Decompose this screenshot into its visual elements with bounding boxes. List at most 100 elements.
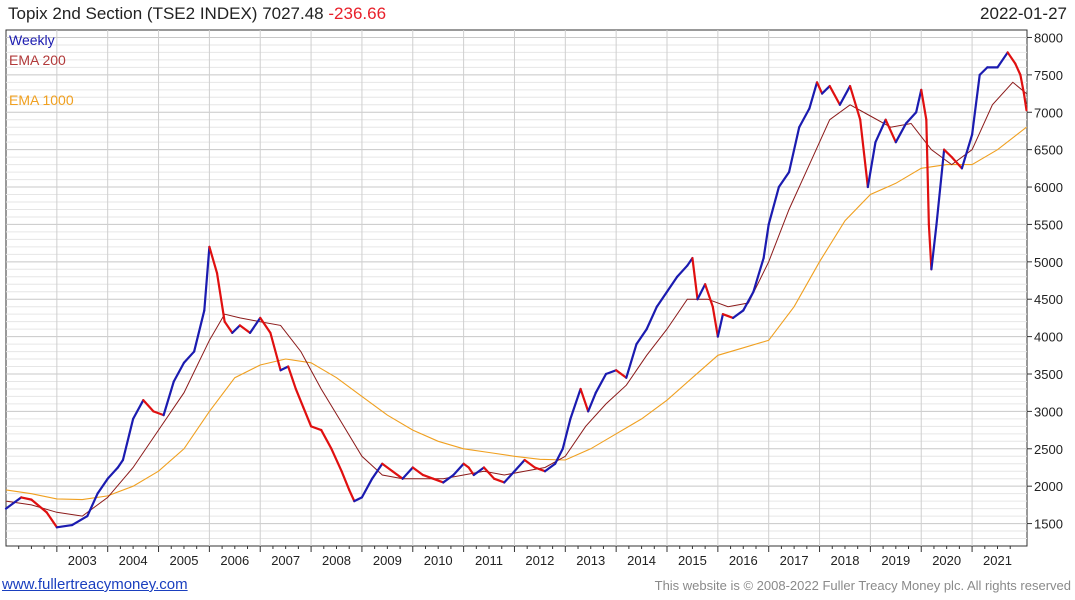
price-segment bbox=[920, 88, 928, 121]
y-tick-label: 4500 bbox=[1034, 292, 1063, 307]
price-segment bbox=[859, 118, 869, 189]
price-segment bbox=[970, 73, 981, 136]
price-segment bbox=[294, 387, 305, 409]
y-tick-label: 2000 bbox=[1034, 479, 1063, 494]
y-tick-label: 3000 bbox=[1034, 404, 1063, 419]
x-tick-label: 2021 bbox=[983, 553, 1012, 568]
legend-weekly: Weekly bbox=[9, 32, 55, 48]
price-segment bbox=[348, 488, 356, 503]
y-tick-label: 6000 bbox=[1034, 180, 1063, 195]
price-segment bbox=[513, 458, 526, 473]
y-tick-label: 6500 bbox=[1034, 143, 1063, 158]
price-segment bbox=[223, 320, 234, 334]
price-segment bbox=[904, 111, 918, 125]
price-segment bbox=[503, 470, 516, 484]
copyright-notice: This website is © 2008-2022 Fuller Treac… bbox=[654, 578, 1071, 593]
x-tick-label: 2014 bbox=[627, 553, 656, 568]
price-segment bbox=[401, 466, 414, 480]
price-segment bbox=[279, 365, 290, 372]
price-segment bbox=[353, 496, 364, 503]
price-segment bbox=[554, 447, 564, 465]
price-change: -236.66 bbox=[328, 4, 387, 23]
price-segment bbox=[71, 514, 89, 527]
y-tick-label: 8000 bbox=[1034, 30, 1063, 45]
price-segment bbox=[208, 245, 219, 275]
price-segment bbox=[927, 223, 933, 271]
price-segment bbox=[320, 428, 333, 450]
price-segment bbox=[231, 324, 241, 334]
price-segment bbox=[472, 466, 486, 477]
price-segment bbox=[594, 372, 608, 394]
price-segment bbox=[360, 477, 374, 499]
price-segment bbox=[248, 316, 262, 334]
price-segment bbox=[523, 458, 536, 469]
price-segment bbox=[787, 126, 801, 174]
x-tick-label: 2017 bbox=[780, 553, 809, 568]
price-segment bbox=[635, 328, 648, 346]
x-tick-label: 2020 bbox=[932, 553, 961, 568]
price-segment bbox=[4, 496, 23, 510]
price-segment bbox=[533, 466, 547, 473]
price-segment bbox=[866, 141, 877, 189]
price-segment bbox=[604, 369, 618, 376]
price-segment bbox=[162, 380, 175, 417]
price-segment bbox=[106, 466, 119, 480]
price-segment bbox=[704, 283, 714, 308]
website-link[interactable]: www.fullertreacymoney.com bbox=[2, 576, 188, 593]
price-segment bbox=[742, 290, 755, 312]
price-segment bbox=[1022, 92, 1028, 112]
price-segment bbox=[884, 118, 897, 144]
price-segment bbox=[442, 473, 455, 484]
price-segment bbox=[696, 283, 707, 301]
price-segment bbox=[752, 256, 765, 293]
price-segment bbox=[411, 466, 425, 477]
price-segment bbox=[20, 496, 33, 501]
price-segment bbox=[432, 477, 445, 484]
x-tick-label: 2009 bbox=[373, 553, 402, 568]
ema-1000-line bbox=[5, 126, 1027, 501]
price-segment bbox=[808, 81, 819, 110]
x-tick-label: 2015 bbox=[678, 553, 707, 568]
x-tick-label: 2003 bbox=[68, 553, 97, 568]
price-segment bbox=[732, 309, 745, 320]
ema-1000-layer bbox=[5, 126, 1027, 501]
price-segment bbox=[269, 331, 282, 372]
price-segment bbox=[848, 84, 862, 121]
price-segment bbox=[116, 458, 125, 469]
price-segment bbox=[55, 523, 74, 529]
x-tick-label: 2007 bbox=[271, 553, 300, 568]
price-segment bbox=[925, 118, 930, 226]
price-segment bbox=[381, 462, 394, 473]
price-segment bbox=[625, 342, 638, 379]
price-segment bbox=[203, 245, 211, 312]
y-tick-label: 5000 bbox=[1034, 255, 1063, 270]
price-segment bbox=[132, 399, 145, 420]
price-segment bbox=[467, 466, 475, 477]
price-segment bbox=[874, 118, 887, 144]
x-tick-label: 2010 bbox=[424, 553, 453, 568]
price-segment bbox=[30, 498, 48, 514]
price-segment bbox=[309, 425, 323, 432]
x-tick-label: 2018 bbox=[831, 553, 860, 568]
chart-date: 2022-01-27 bbox=[980, 4, 1067, 23]
price-segment bbox=[915, 88, 923, 114]
price-segment bbox=[121, 417, 135, 462]
price-segment bbox=[767, 185, 780, 226]
price-segment bbox=[721, 313, 735, 320]
price-segment bbox=[391, 470, 404, 480]
price-segment bbox=[238, 324, 252, 334]
y-tick-label: 7500 bbox=[1034, 68, 1063, 83]
x-tick-label: 2004 bbox=[119, 553, 148, 568]
y-tick-label: 3500 bbox=[1034, 367, 1063, 382]
x-tick-label: 2011 bbox=[475, 553, 503, 568]
price-segment bbox=[943, 148, 953, 159]
price-segment bbox=[615, 369, 628, 379]
ema-200-line bbox=[5, 81, 1027, 517]
price-segment bbox=[587, 391, 597, 413]
plot-area bbox=[5, 29, 1028, 547]
price-segment bbox=[452, 462, 465, 477]
axis-layer: 1500 2000 2500 3000 3500 4000 4500 5000 5500 6000… bbox=[18, 30, 1063, 568]
price-segment bbox=[950, 156, 964, 170]
price-segment bbox=[579, 387, 590, 413]
